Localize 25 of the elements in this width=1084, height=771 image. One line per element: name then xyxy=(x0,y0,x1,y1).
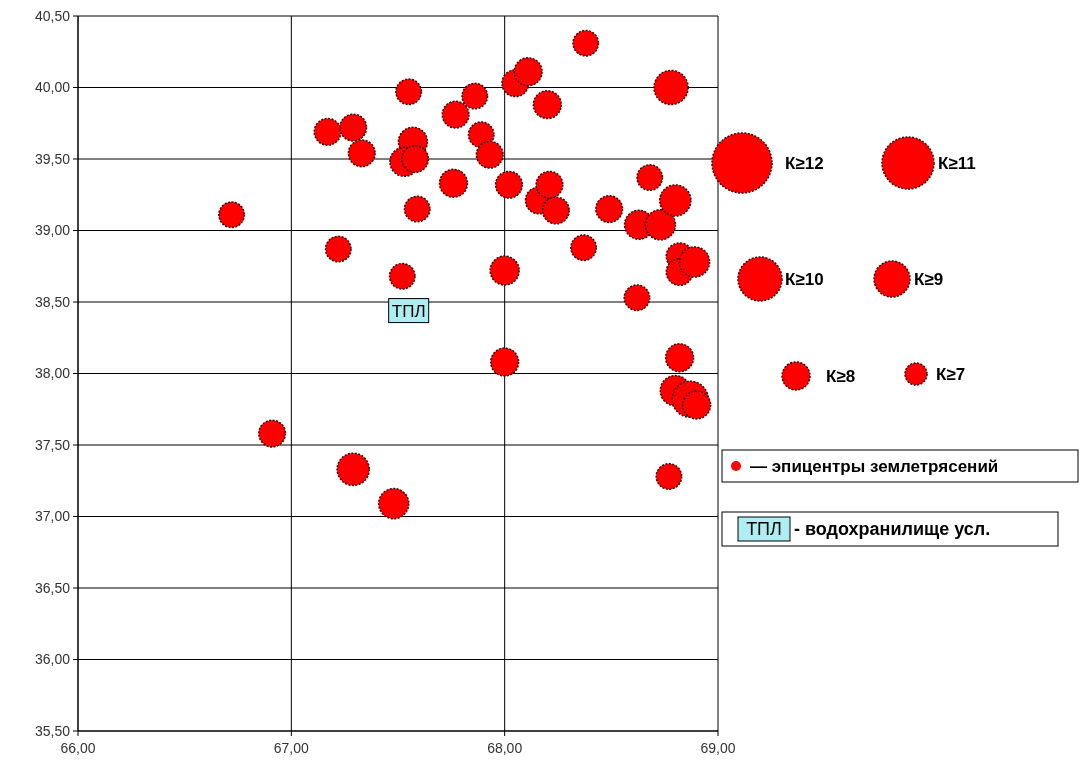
y-tick-label: 38,00 xyxy=(34,365,71,382)
y-tick-label: 40,00 xyxy=(34,79,71,96)
y-tick-label: 36,50 xyxy=(34,579,71,596)
text: К≥11 xyxy=(938,153,976,173)
y-tick-label: 35,50 xyxy=(34,722,71,739)
x-tick-label: 69,00 xyxy=(700,740,736,756)
y-tick-label: 39,50 xyxy=(34,150,71,167)
legend-label: — эпицентры землетрясений xyxy=(750,456,999,476)
text: ТПЛ xyxy=(746,519,782,540)
y-tick-label: 37,50 xyxy=(34,436,71,453)
y-tick-label: 37,00 xyxy=(34,508,71,525)
text: К≥8 xyxy=(826,366,856,386)
annotation: ТПЛ xyxy=(391,301,426,321)
x-tick-label: 68,00 xyxy=(487,740,523,756)
y-tick-label: 40,50 xyxy=(34,7,71,24)
text: К≥10 xyxy=(785,269,824,289)
text: - водохранилище усл. xyxy=(794,519,991,540)
text: К≥12 xyxy=(785,153,824,173)
y-tick-label: 36,00 xyxy=(34,651,71,668)
y-tick-label: 38,50 xyxy=(34,293,71,310)
text: К≥9 xyxy=(914,269,944,289)
x-tick-label: 67,00 xyxy=(273,740,310,756)
y-tick-label: 39,00 xyxy=(34,222,71,239)
text: К≥7 xyxy=(936,364,966,384)
x-tick-label: 66,00 xyxy=(60,740,96,756)
